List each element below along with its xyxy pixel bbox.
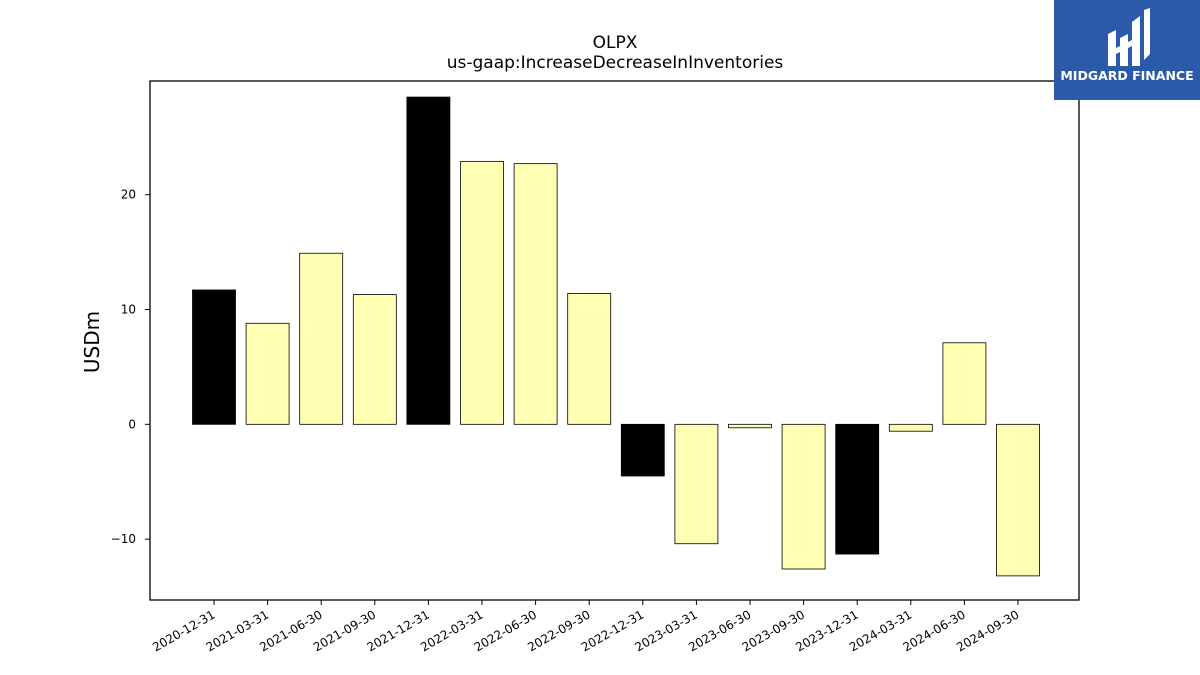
- chart-subtitle: us-gaap:IncreaseDecreaseInInventories: [447, 53, 784, 73]
- chart-title: OLPX: [593, 33, 638, 53]
- bar-2021-03-31: [245, 322, 290, 425]
- x-axis-ticks: 2020-12-312021-03-312021-06-302021-09-30…: [150, 600, 1022, 654]
- bar-2022-12-31: [620, 423, 665, 477]
- y-axis-label: USDm: [80, 311, 104, 373]
- bar-2023-09-30: [781, 423, 826, 570]
- bar-2020-12-31: [192, 289, 236, 425]
- bar-2024-06-30: [942, 342, 987, 425]
- y-tick-label: 10: [121, 302, 136, 316]
- logo-mark-icon: [1108, 8, 1150, 66]
- bar-2021-09-30: [352, 294, 397, 425]
- bar-2024-03-31: [888, 423, 933, 432]
- y-tick-label: 0: [128, 417, 136, 431]
- bar-2022-06-30: [513, 163, 558, 425]
- bars-group: [192, 96, 1040, 577]
- brand-logo: MIDGARD FINANCE: [1054, 0, 1200, 100]
- bar-2023-06-30: [728, 423, 772, 429]
- y-axis-ticks: −10 0 10 20: [111, 188, 150, 546]
- plot-area-frame: [149, 80, 1080, 601]
- bar-2024-09-30: [996, 423, 1040, 577]
- bar-2023-03-31: [674, 423, 719, 545]
- logo-text: MIDGARD FINANCE: [1060, 68, 1194, 83]
- bar-2023-12-31: [835, 423, 880, 555]
- bar-2021-12-31: [406, 96, 451, 425]
- bar-2021-06-30: [299, 252, 344, 425]
- y-tick-label: −10: [111, 532, 136, 546]
- bar-2022-09-30: [567, 293, 612, 425]
- bar-2022-03-31: [460, 160, 504, 425]
- y-tick-label: 20: [121, 188, 136, 202]
